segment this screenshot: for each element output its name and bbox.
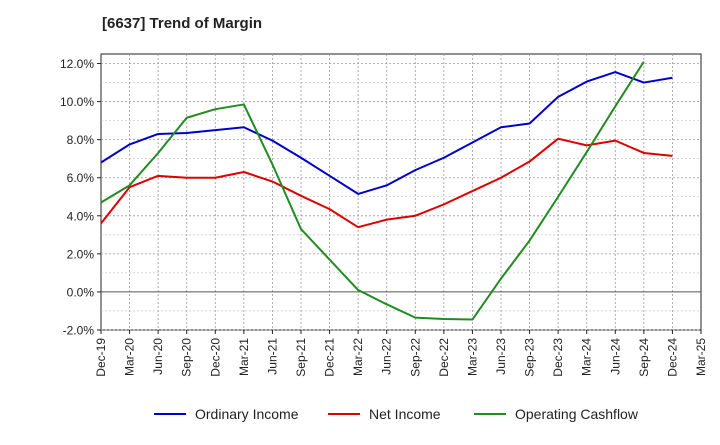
x-tick-label: Mar-20	[123, 338, 137, 376]
y-tick-label: 6.0%	[67, 171, 95, 185]
y-tick-label: 2.0%	[67, 247, 95, 261]
y-tick-label: -2.0%	[63, 324, 95, 338]
x-tick-label: Mar-23	[465, 338, 479, 376]
x-tick-label: Mar-24	[580, 338, 594, 376]
x-tick-label: Sep-23	[523, 338, 537, 377]
x-tick-label: Dec-22	[437, 338, 451, 377]
series-line-ordinary-income	[100, 71, 673, 195]
x-tick-label: Sep-20	[180, 338, 194, 377]
y-tick-label: 4.0%	[67, 209, 95, 223]
y-tick-label: 0.0%	[67, 285, 95, 299]
series-line-net-income	[100, 137, 673, 229]
x-tick-label: Mar-22	[351, 338, 365, 376]
x-tick-label: Dec-19	[94, 338, 108, 377]
x-tick-label: Sep-21	[294, 338, 308, 377]
x-tick-label: Sep-24	[637, 338, 651, 377]
x-tick-label: Dec-24	[665, 338, 679, 377]
y-tick-label: 12.0%	[60, 57, 94, 71]
legend-label: Net Income	[369, 406, 441, 422]
x-tick-label: Jun-22	[380, 338, 394, 375]
x-tick-label: Jun-24	[608, 338, 622, 375]
x-tick-label: Jun-23	[494, 338, 508, 375]
x-tick-label: Mar-25	[694, 338, 708, 376]
legend-label: Ordinary Income	[195, 406, 299, 422]
y-tick-label: 8.0%	[67, 133, 95, 147]
legend-label: Operating Cashflow	[515, 406, 639, 422]
x-tick-label: Mar-21	[237, 338, 251, 376]
y-tick-label: 10.0%	[60, 95, 94, 109]
chart-title: [6637] Trend of Margin	[102, 15, 263, 32]
x-tick-label: Dec-20	[208, 338, 222, 377]
x-tick-label: Jun-20	[151, 338, 165, 375]
x-tick-label: Sep-22	[408, 338, 422, 377]
series-line-operating-cashflow	[100, 61, 645, 321]
plot-area	[100, 53, 702, 331]
x-tick-label: Jun-21	[265, 338, 279, 375]
x-tick-label: Dec-21	[323, 338, 337, 377]
x-tick-label: Dec-23	[551, 338, 565, 377]
